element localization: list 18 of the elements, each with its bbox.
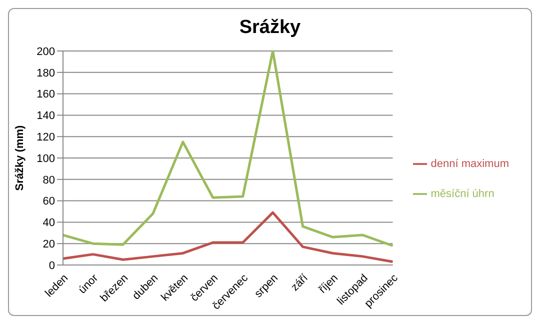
y-tick-label: 120 xyxy=(36,132,55,144)
y-tick-label: 180 xyxy=(36,67,55,80)
y-tick-label: 40 xyxy=(42,217,55,230)
x-tick-label: říjen xyxy=(316,272,340,296)
y-tick-label: 200 xyxy=(36,46,55,58)
x-tick-label: září xyxy=(288,271,312,294)
legend-label: denní maximum xyxy=(430,158,509,170)
chart-title: Srážky xyxy=(238,17,302,40)
x-tick-label: únor xyxy=(76,272,101,296)
y-tick-label: 140 xyxy=(36,110,55,122)
y-tick-label: 160 xyxy=(36,88,55,101)
y-tick-label: 0 xyxy=(48,260,55,272)
y-tick-label: 100 xyxy=(36,152,55,165)
y-tick-label: 20 xyxy=(42,238,55,251)
legend-label: měsíční úhrn xyxy=(430,188,494,200)
y-tick-label: 60 xyxy=(42,196,55,208)
y-tick-label: 80 xyxy=(42,174,55,186)
y-axis-title: Srážky (mm) xyxy=(14,124,26,191)
